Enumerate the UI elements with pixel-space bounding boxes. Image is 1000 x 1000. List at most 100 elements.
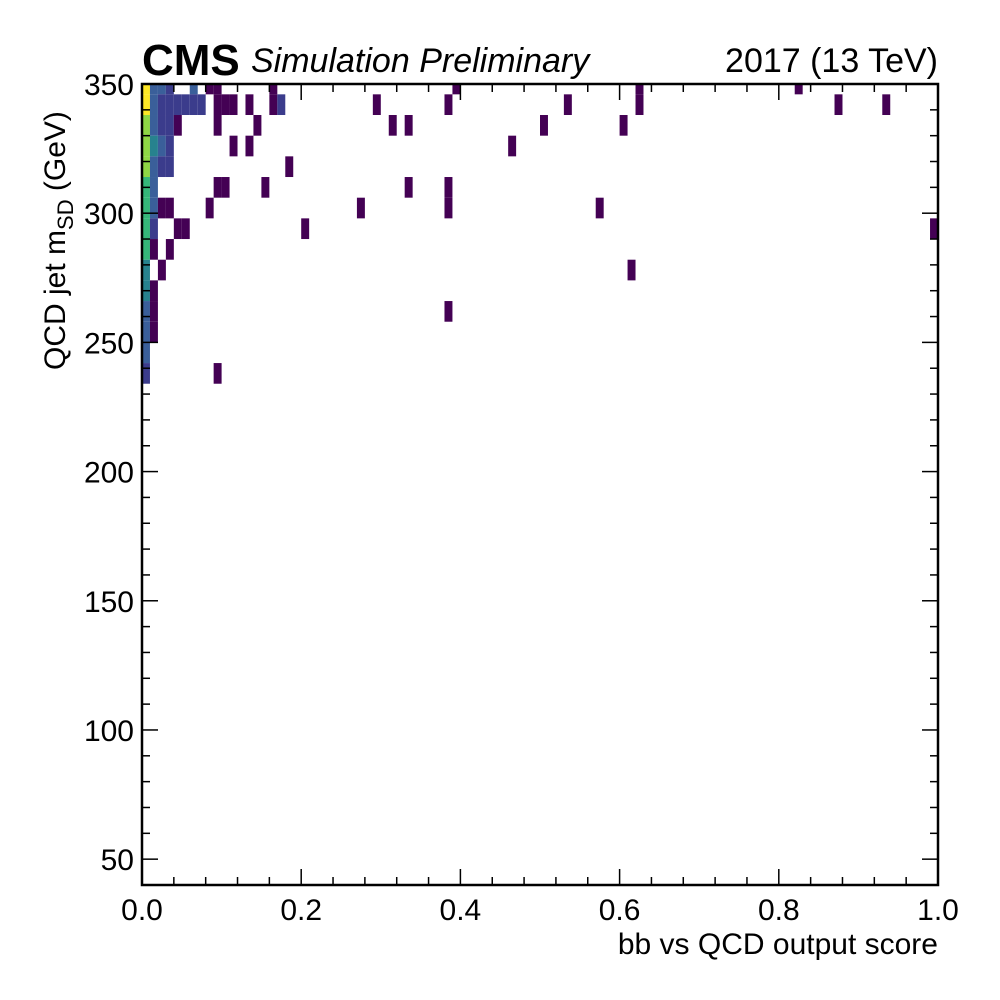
heatmap-bin bbox=[165, 94, 174, 116]
tick-labels: 0.0 0.2 0.4 0.6 0.8 1.0 50 100 150 200 250 300 350 bbox=[84, 69, 959, 927]
x-tick-label: 0.6 bbox=[599, 894, 641, 927]
heatmap-bin bbox=[173, 115, 182, 136]
heatmap-bin bbox=[205, 84, 214, 95]
heatmap-bin bbox=[245, 94, 254, 116]
cms-label: CMS bbox=[142, 36, 240, 85]
axis-ticks bbox=[141, 83, 939, 885]
heatmap-bin bbox=[635, 84, 644, 95]
lumi-label: 2017 (13 TeV) bbox=[725, 42, 938, 80]
heatmap-bin bbox=[142, 342, 150, 364]
x-axis-title: bb vs QCD output score bbox=[618, 928, 938, 961]
heatmap-bin bbox=[165, 197, 174, 219]
heatmap-bin bbox=[149, 156, 158, 178]
heatmap-bin bbox=[165, 135, 174, 157]
heatmap-bin bbox=[181, 94, 190, 116]
y-tick-label: 200 bbox=[84, 457, 134, 490]
heatmap-bin bbox=[149, 301, 158, 322]
heatmap-bin bbox=[213, 115, 222, 136]
heatmap-bin bbox=[142, 197, 150, 219]
x-tick-label: 0.4 bbox=[440, 894, 482, 927]
heatmap-bin bbox=[165, 84, 174, 95]
heatmap-bin bbox=[142, 135, 150, 157]
heatmap-bin bbox=[452, 84, 461, 95]
heatmap-bin bbox=[221, 94, 230, 116]
heatmap-bin bbox=[149, 94, 158, 116]
heatmap-bin bbox=[372, 94, 381, 116]
x-tick-label: 0.8 bbox=[758, 894, 800, 927]
extra-text: Simulation Preliminary bbox=[251, 42, 591, 80]
heatmap-bin bbox=[221, 177, 230, 198]
heatmap-bin bbox=[444, 197, 453, 219]
heatmap-bin bbox=[404, 115, 413, 136]
heatmap-bin bbox=[261, 177, 270, 198]
heatmap-bin bbox=[285, 156, 294, 178]
heatmap-bin bbox=[149, 218, 158, 240]
heatmap-bin bbox=[189, 94, 198, 116]
heatmap-bin bbox=[142, 259, 150, 281]
heatmap-bin bbox=[181, 218, 190, 240]
heatmap-bin bbox=[165, 239, 174, 260]
heatmap-bin bbox=[882, 94, 891, 116]
heatmap-bin bbox=[563, 94, 572, 116]
heatmap-bin bbox=[149, 115, 158, 136]
heatmap-bins bbox=[142, 84, 938, 384]
heatmap-bin bbox=[619, 115, 628, 136]
y-axis-title-unit: (GeV) bbox=[39, 111, 72, 199]
heatmap-bin bbox=[508, 135, 517, 157]
heatmap-bin bbox=[444, 301, 453, 322]
heatmap-bin bbox=[540, 115, 548, 136]
heatmap-bin bbox=[213, 363, 222, 384]
heatmap-bin bbox=[165, 156, 174, 178]
heatmap-bin bbox=[149, 177, 158, 198]
heatmap-bin bbox=[149, 84, 158, 95]
heatmap-bin bbox=[269, 94, 278, 116]
heatmap-bin bbox=[444, 177, 453, 198]
heatmap-bin bbox=[794, 84, 803, 95]
heatmap-bin bbox=[356, 197, 365, 219]
heatmap-bin bbox=[157, 94, 166, 116]
heatmap-bin bbox=[269, 84, 278, 95]
heatmap-bin bbox=[213, 84, 222, 95]
heatmap-bin bbox=[157, 156, 166, 178]
heatmap-bin bbox=[229, 94, 238, 116]
heatmap-bin bbox=[142, 301, 150, 322]
heatmap-bin bbox=[157, 259, 166, 281]
heatmap-bin bbox=[142, 84, 150, 95]
heatmap-bin bbox=[142, 156, 150, 178]
heatmap-bin bbox=[149, 239, 158, 260]
x-tick-label: 0.2 bbox=[280, 894, 322, 927]
y-tick-label: 250 bbox=[84, 327, 134, 360]
plot-frame bbox=[140, 82, 940, 887]
heatmap-bin bbox=[205, 197, 214, 219]
heatmap-bin bbox=[388, 115, 397, 136]
heatmap-bin bbox=[213, 94, 222, 116]
heatmap-bin bbox=[165, 115, 174, 136]
y-tick-label: 150 bbox=[84, 586, 134, 619]
y-tick-label: 50 bbox=[101, 844, 134, 877]
y-tick-label: 100 bbox=[84, 715, 134, 748]
heatmap-bin bbox=[142, 94, 150, 116]
heatmap-bin bbox=[627, 259, 636, 281]
y-axis-title: QCD jet mSD (GeV) bbox=[39, 111, 78, 370]
y-tick-label: 350 bbox=[84, 69, 134, 102]
heatmap-bin bbox=[245, 135, 254, 157]
x-tick-label: 1.0 bbox=[917, 894, 959, 927]
y-axis-title-main: QCD jet m bbox=[39, 230, 72, 370]
heatmap-bin bbox=[404, 177, 413, 198]
heatmap-bin bbox=[277, 94, 286, 116]
y-axis-title-sub: SD bbox=[53, 199, 78, 230]
heatmap-bin bbox=[229, 135, 238, 157]
x-tick-label: 0.0 bbox=[121, 894, 163, 927]
heatmap-bin bbox=[149, 135, 158, 157]
heatmap-bin bbox=[301, 218, 310, 240]
heatmap-bin bbox=[189, 84, 198, 95]
heatmap-bin bbox=[142, 218, 150, 240]
heatmap-bin bbox=[157, 197, 166, 219]
heatmap-bin bbox=[142, 321, 150, 343]
heatmap-bin bbox=[157, 115, 166, 136]
heatmap-bin bbox=[197, 94, 206, 116]
heatmap-bin bbox=[149, 197, 158, 219]
heatmap-bin bbox=[142, 115, 150, 136]
heatmap-bin bbox=[173, 218, 182, 240]
